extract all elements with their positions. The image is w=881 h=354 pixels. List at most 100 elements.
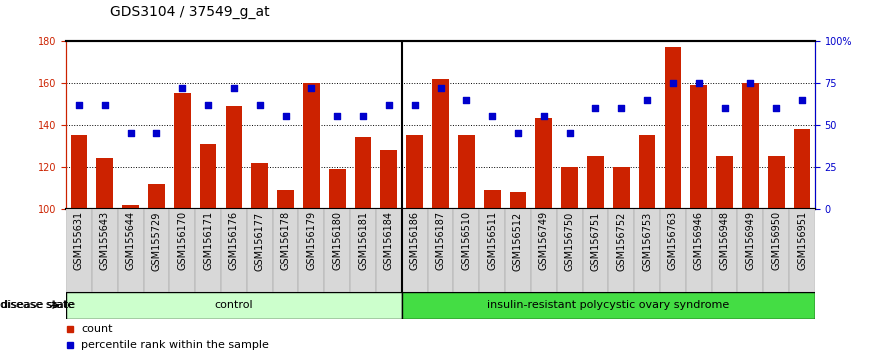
Text: GSM155631: GSM155631 bbox=[74, 211, 84, 270]
Bar bbox=[691, 85, 707, 209]
Point bbox=[227, 85, 241, 91]
Bar bbox=[582, 209, 609, 292]
Point bbox=[381, 102, 396, 107]
Bar bbox=[299, 209, 324, 292]
Text: GSM155643: GSM155643 bbox=[100, 211, 110, 270]
Bar bbox=[427, 209, 454, 292]
Bar bbox=[402, 209, 427, 292]
Bar bbox=[247, 209, 272, 292]
Bar bbox=[355, 137, 372, 209]
Bar bbox=[664, 47, 681, 209]
Text: GSM156511: GSM156511 bbox=[487, 211, 497, 270]
Text: GSM156186: GSM156186 bbox=[410, 211, 419, 270]
Bar bbox=[66, 209, 92, 292]
Bar bbox=[458, 135, 475, 209]
Point bbox=[485, 114, 500, 119]
Text: GSM156181: GSM156181 bbox=[358, 211, 368, 270]
Bar bbox=[96, 159, 113, 209]
Text: disease state: disease state bbox=[0, 300, 74, 310]
Point bbox=[98, 102, 112, 107]
Text: GSM155729: GSM155729 bbox=[152, 211, 161, 271]
Bar bbox=[148, 184, 165, 209]
Text: GSM156951: GSM156951 bbox=[797, 211, 807, 270]
Text: percentile rank within the sample: percentile rank within the sample bbox=[81, 340, 269, 350]
Text: GSM156749: GSM156749 bbox=[539, 211, 549, 270]
Bar bbox=[272, 209, 299, 292]
Bar bbox=[794, 129, 811, 209]
Point bbox=[692, 80, 706, 86]
Text: count: count bbox=[81, 324, 113, 334]
Text: GSM156170: GSM156170 bbox=[177, 211, 188, 270]
Bar bbox=[484, 190, 500, 209]
Bar bbox=[712, 209, 737, 292]
Bar bbox=[226, 106, 242, 209]
Bar bbox=[557, 209, 582, 292]
Bar bbox=[174, 93, 190, 209]
Point bbox=[330, 114, 344, 119]
Bar bbox=[505, 209, 531, 292]
Point bbox=[744, 80, 758, 86]
Point bbox=[253, 102, 267, 107]
Text: GSM156171: GSM156171 bbox=[204, 211, 213, 270]
Point bbox=[356, 114, 370, 119]
Point bbox=[123, 130, 137, 136]
Bar bbox=[742, 83, 759, 209]
Bar bbox=[381, 150, 397, 209]
Point bbox=[201, 102, 215, 107]
Text: GSM156752: GSM156752 bbox=[616, 211, 626, 271]
Bar bbox=[531, 209, 557, 292]
Text: GSM156753: GSM156753 bbox=[642, 211, 652, 270]
Bar bbox=[324, 209, 350, 292]
Text: GSM156950: GSM156950 bbox=[771, 211, 781, 270]
Bar bbox=[454, 209, 479, 292]
Text: insulin-resistant polycystic ovary syndrome: insulin-resistant polycystic ovary syndr… bbox=[487, 300, 729, 310]
Bar bbox=[609, 209, 634, 292]
Text: GSM155644: GSM155644 bbox=[126, 211, 136, 270]
Text: GSM156180: GSM156180 bbox=[332, 211, 342, 270]
Bar bbox=[561, 167, 578, 209]
Point bbox=[563, 130, 577, 136]
Bar bbox=[221, 209, 247, 292]
Bar bbox=[70, 135, 87, 209]
Text: disease state: disease state bbox=[1, 300, 78, 310]
Text: GSM156510: GSM156510 bbox=[462, 211, 471, 270]
Bar bbox=[303, 83, 320, 209]
Point bbox=[150, 130, 164, 136]
Point bbox=[795, 97, 809, 102]
Bar bbox=[639, 135, 655, 209]
Bar bbox=[613, 167, 630, 209]
Text: GSM156178: GSM156178 bbox=[280, 211, 291, 270]
Bar bbox=[789, 209, 815, 292]
Point bbox=[537, 114, 551, 119]
Bar bbox=[660, 209, 685, 292]
Text: GDS3104 / 37549_g_at: GDS3104 / 37549_g_at bbox=[110, 5, 270, 19]
Bar bbox=[536, 119, 552, 209]
FancyBboxPatch shape bbox=[402, 292, 815, 319]
Bar bbox=[196, 209, 221, 292]
Point bbox=[433, 85, 448, 91]
Bar bbox=[763, 209, 789, 292]
Point bbox=[72, 102, 86, 107]
Bar bbox=[432, 79, 449, 209]
Point bbox=[614, 105, 628, 111]
Text: GSM156751: GSM156751 bbox=[590, 211, 601, 270]
Text: GSM156948: GSM156948 bbox=[720, 211, 729, 270]
Text: GSM156187: GSM156187 bbox=[435, 211, 446, 270]
Text: GSM156176: GSM156176 bbox=[229, 211, 239, 270]
Bar bbox=[169, 209, 196, 292]
Point bbox=[640, 97, 654, 102]
Text: GSM156177: GSM156177 bbox=[255, 211, 265, 270]
Bar bbox=[251, 162, 268, 209]
Bar bbox=[92, 209, 118, 292]
Text: GSM156512: GSM156512 bbox=[513, 211, 523, 270]
Point bbox=[717, 105, 731, 111]
Bar bbox=[329, 169, 345, 209]
Bar bbox=[122, 205, 139, 209]
Bar bbox=[716, 156, 733, 209]
Bar bbox=[376, 209, 402, 292]
Point bbox=[589, 105, 603, 111]
Point bbox=[304, 85, 318, 91]
Text: GSM156949: GSM156949 bbox=[745, 211, 755, 270]
Bar bbox=[509, 192, 526, 209]
Bar bbox=[587, 156, 603, 209]
